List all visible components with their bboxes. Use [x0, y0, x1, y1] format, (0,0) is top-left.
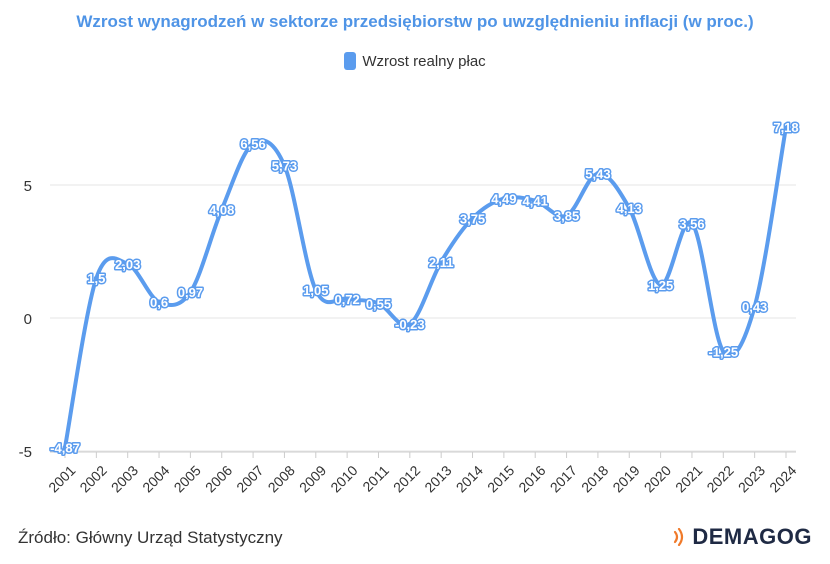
data-label: 3,56: [679, 216, 704, 231]
data-label: 2,03: [115, 257, 140, 272]
data-label: 5,43: [585, 167, 610, 182]
data-label: -4,87: [50, 441, 80, 456]
data-point[interactable]: [470, 215, 476, 221]
x-tick-label: 2004: [139, 462, 172, 495]
x-tick-label: 2022: [703, 462, 736, 495]
x-tick-label: 2024: [766, 462, 799, 495]
x-tick-label: 2020: [641, 462, 674, 495]
data-point[interactable]: [156, 299, 162, 305]
x-tick-label: 2001: [45, 462, 78, 495]
data-label: 0,97: [178, 285, 203, 300]
x-tick-label: 2018: [578, 462, 611, 495]
y-axis: -5 0 5: [19, 178, 32, 461]
data-point[interactable]: [783, 124, 789, 130]
x-tick-label: 2010: [327, 462, 360, 495]
x-tick-label: 2023: [735, 462, 768, 495]
data-point[interactable]: [501, 196, 507, 202]
x-tick-label: 2008: [265, 462, 298, 495]
y-tick-label: 5: [24, 178, 32, 195]
data-label: 4,08: [209, 202, 234, 217]
data-point[interactable]: [438, 259, 444, 265]
x-tick-label: 2009: [296, 462, 329, 495]
x-tick-label: 2012: [390, 462, 423, 495]
data-point[interactable]: [281, 163, 287, 169]
broadcast-icon: [674, 528, 684, 546]
legend-label: Wzrost realny płac: [362, 52, 486, 70]
legend-swatch: [344, 52, 357, 70]
data-point[interactable]: [407, 321, 413, 327]
x-tick-label: 2002: [76, 462, 109, 495]
data-label: 0,6: [150, 295, 168, 310]
data-label: 0,55: [366, 296, 391, 311]
data-point[interactable]: [752, 304, 758, 310]
legend[interactable]: Wzrost realny płac: [0, 52, 830, 70]
x-tick-label: 2011: [359, 462, 392, 495]
x-tick-label: 2016: [515, 462, 548, 495]
data-point[interactable]: [532, 198, 538, 204]
x-axis: 2001200220032004200520062007200820092010…: [45, 452, 800, 496]
data-point[interactable]: [344, 296, 350, 302]
data-point[interactable]: [626, 205, 632, 211]
data-point[interactable]: [93, 275, 99, 281]
data-label: 2,11: [429, 255, 454, 270]
source-note: Źródło: Główny Urząd Statystyczny: [18, 528, 283, 547]
data-point[interactable]: [125, 261, 131, 267]
y-tick-label: 0: [24, 311, 32, 328]
x-tick-label: 2013: [421, 462, 454, 495]
data-point[interactable]: [658, 282, 664, 288]
data-label: -0,23: [395, 317, 425, 332]
data-point[interactable]: [187, 289, 193, 295]
data-points: [62, 124, 789, 451]
gridlines: [50, 184, 796, 453]
line-chart: -5 0 5 20012002200320042005200620072008200…: [19, 119, 801, 496]
data-label: 0,43: [742, 300, 767, 315]
data-label: -1,25: [708, 344, 738, 359]
x-tick-label: 2003: [108, 462, 141, 495]
data-point[interactable]: [720, 348, 726, 354]
x-tick-label: 2015: [484, 462, 517, 495]
data-point[interactable]: [595, 171, 601, 177]
x-tick-label: 2019: [609, 462, 642, 495]
data-label: 1,05: [303, 283, 328, 298]
x-tick-label: 2007: [233, 462, 266, 495]
data-point[interactable]: [689, 220, 695, 226]
chart-title: Wzrost wynagrodzeń w sektorze przedsiębi…: [76, 12, 754, 31]
x-tick-label: 2017: [547, 462, 580, 495]
series-line-wzrost-realny-plac: [63, 125, 788, 450]
data-label: 3,85: [554, 209, 579, 224]
data-label: 5,73: [272, 159, 297, 174]
data-label: 3,75: [460, 211, 485, 226]
data-label: 4,41: [523, 194, 548, 209]
data-labels: -4,87 1,5 2,03 0,6 0,97 4,08 6,56 5,73 1,05 0,72 0…: [49, 119, 800, 458]
data-point[interactable]: [564, 213, 570, 219]
logo-text: DEMAGOG: [692, 524, 812, 549]
data-point[interactable]: [62, 445, 68, 451]
demagog-logo: DEMAGOG: [672, 524, 812, 550]
data-point[interactable]: [313, 287, 319, 293]
x-tick-label: 2021: [672, 462, 705, 495]
data-label: 7,18: [773, 120, 798, 135]
data-label: 1,25: [648, 278, 673, 293]
data-label: 6,56: [240, 137, 265, 152]
x-tick-label: 2006: [202, 462, 235, 495]
data-point[interactable]: [219, 206, 225, 212]
x-tick-label: 2014: [453, 462, 486, 495]
y-tick-label: -5: [19, 444, 32, 461]
x-tick-label: 2005: [171, 462, 204, 495]
data-label: 0,72: [334, 292, 359, 307]
data-point[interactable]: [375, 300, 381, 306]
data-point[interactable]: [250, 141, 256, 147]
data-label: 4,13: [617, 201, 642, 216]
data-label: 4,49: [491, 192, 516, 207]
data-label: 1,5: [87, 271, 105, 286]
